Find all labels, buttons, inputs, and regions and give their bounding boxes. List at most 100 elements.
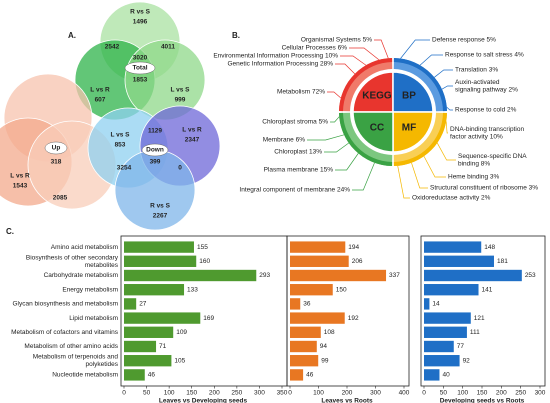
donut-term-label: Organismal Systems 5% [301, 37, 372, 44]
donut-ring [393, 58, 447, 112]
value-label: 150 [336, 286, 347, 293]
bar [424, 369, 440, 381]
venn-set-label: L vs S [110, 132, 130, 139]
venn-set-label: R vs S [150, 203, 171, 210]
bar [290, 326, 321, 338]
leader-line [436, 142, 456, 161]
donut-term-label: Integral component of membrane 24% [239, 187, 350, 194]
x-tick-label: 300 [370, 390, 381, 397]
value-label: 109 [176, 329, 187, 336]
leader-line [441, 85, 453, 90]
venn-count: 3254 [117, 165, 132, 172]
bar [124, 269, 257, 282]
leader-line [445, 121, 448, 134]
venn-count: 399 [150, 159, 161, 166]
value-label: 46 [306, 372, 314, 379]
value-label: 92 [463, 357, 471, 364]
bar [290, 312, 345, 324]
venn-count: 1496 [133, 19, 148, 26]
value-label: 14 [432, 301, 440, 308]
bar [424, 355, 460, 367]
value-label: 155 [197, 244, 208, 251]
bar [124, 298, 137, 310]
donut-term-label: Chloroplast stroma 5% [262, 119, 328, 126]
leader-line [434, 69, 453, 78]
value-label: 36 [303, 301, 311, 308]
value-label: 105 [174, 357, 185, 364]
venn-count: 607 [95, 97, 106, 104]
bar [124, 312, 201, 324]
venn-count: 2267 [153, 213, 168, 220]
leader-line [335, 63, 356, 75]
value-label: 133 [187, 286, 198, 293]
donut-quadrant-label: CC [370, 123, 384, 134]
x-tick-label: 200 [209, 390, 220, 397]
donut-term-label: Structural constituent of ribosome 3% [430, 185, 538, 192]
venn-count: 2542 [105, 44, 120, 51]
x-tick-label: 100 [313, 390, 324, 397]
category-label: Biosynthesis of other secondary [26, 254, 119, 261]
value-label: 160 [199, 258, 210, 265]
bar [290, 241, 346, 253]
x-tick-label: 50 [143, 390, 151, 397]
x-axis-title: Leaves vs Developing seeds [159, 398, 248, 403]
donut-quadrant-label: BP [402, 91, 416, 102]
panel-label: C. [6, 227, 14, 236]
venn-center-oval [124, 61, 156, 75]
donut-ring-band [393, 112, 447, 166]
bar [424, 241, 482, 253]
bar [424, 312, 471, 324]
donut-term-label: Translation 3% [455, 67, 498, 74]
venn-count: 0 [178, 165, 182, 172]
leader-line [423, 156, 446, 178]
donut-term-label: factor activity 10% [450, 133, 503, 140]
donut-quadrant [392, 71, 434, 113]
bar [124, 255, 197, 267]
bar [290, 298, 301, 310]
leader-line [340, 55, 367, 66]
donut-quadrant [392, 111, 434, 153]
x-axis-title: Leaves vs Roots [321, 398, 373, 403]
leader-line [419, 54, 443, 66]
value-label: 108 [324, 329, 335, 336]
venn-set-label: R vs S [130, 9, 151, 16]
value-label: 169 [203, 315, 214, 322]
bar [124, 340, 157, 353]
venn-set-label: L vs S [170, 87, 190, 94]
bar [290, 284, 333, 296]
panel-label: A. [68, 31, 76, 40]
category-label: Nucleotide metabolism [52, 372, 118, 379]
donut-ring [339, 58, 393, 112]
category-label: metabolites [85, 262, 119, 269]
leader-line [349, 47, 380, 61]
leader-line [411, 162, 428, 189]
value-label: 121 [474, 315, 485, 322]
value-label: 192 [348, 315, 359, 322]
x-tick-label: 100 [457, 390, 468, 397]
bar [290, 369, 304, 381]
bar [124, 284, 185, 296]
bar [290, 340, 317, 353]
category-label: Glycan biosynthesis and metabolism [13, 301, 119, 308]
value-label: 46 [148, 372, 156, 379]
venn-set-label: L vs R [182, 127, 202, 134]
donut-term-label: Defense response 5% [432, 37, 496, 44]
plot-frame [286, 235, 410, 387]
category-label: Carbohydrate metabolism [44, 272, 118, 279]
venn-count: 999 [175, 97, 186, 104]
bar [124, 241, 194, 253]
donut-quadrant [352, 111, 394, 153]
plot-frame [420, 235, 546, 387]
leader-line [307, 134, 345, 141]
donut-ring [339, 112, 393, 166]
value-label: 40 [442, 372, 450, 379]
donut-term-label: Oxidoreductase activity 2% [412, 195, 491, 202]
category-label: Amino acid metabolism [51, 244, 118, 251]
donut-term-label: Cellular Processes 6% [282, 45, 348, 52]
value-label: 206 [352, 258, 363, 265]
bar [424, 340, 454, 353]
donut-term-label: Auxin-activated [455, 79, 500, 86]
x-tick-label: 250 [515, 390, 526, 397]
value-label: 194 [348, 244, 359, 251]
x-tick-label: 200 [342, 390, 353, 397]
